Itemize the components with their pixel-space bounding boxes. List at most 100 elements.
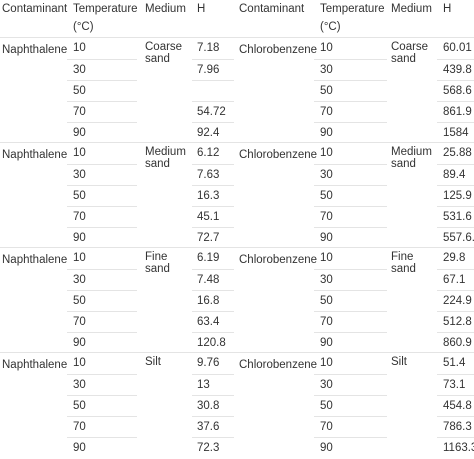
- temperature-cell: 90: [67, 227, 137, 249]
- header-medium-2: Medium: [391, 3, 432, 15]
- left-contaminant: Naphthalene: [2, 44, 68, 56]
- temperature-cell-2: 90: [314, 437, 387, 459]
- cell-value: 90: [320, 337, 333, 349]
- temperature-cell-2: 30: [314, 59, 387, 81]
- cell-value: 50: [320, 190, 333, 202]
- h-cell-2: 89.4: [437, 164, 474, 186]
- h-cell: 72.3: [192, 437, 234, 459]
- left-contaminant: Naphthalene: [2, 149, 68, 161]
- h-cell: 7.48: [192, 269, 234, 291]
- h-cell: [192, 80, 234, 102]
- cell-value: 512.8: [443, 316, 472, 328]
- cell-value: 30: [73, 379, 86, 391]
- h-cell: 9.76: [192, 353, 234, 374]
- temperature-cell: 90: [67, 332, 137, 354]
- cell-value: 6.12: [197, 147, 220, 159]
- right-medium-line-2: sand: [391, 158, 416, 170]
- left-medium-line-1: Medium: [145, 146, 186, 158]
- cell-value: 30: [320, 64, 333, 76]
- cell-value: 90: [320, 442, 333, 454]
- temperature-cell-2: 70: [314, 206, 387, 228]
- h-cell: 7.18: [192, 38, 234, 59]
- h-cell: 54.72: [192, 101, 234, 123]
- cell-value: 9.76: [197, 357, 220, 369]
- h-cell-2: 860.9: [437, 332, 474, 354]
- cell-value: 50: [320, 85, 333, 97]
- h-cell-2: 60.01: [437, 38, 474, 59]
- cell-value: 70: [320, 106, 333, 118]
- cell-value: 16.8: [197, 295, 220, 307]
- h-cell-2: 439.8: [437, 59, 474, 81]
- h-cell-2: 73.1: [437, 374, 474, 396]
- h-cell: 6.19: [192, 248, 234, 269]
- cell-value: 54.72: [197, 106, 226, 118]
- cell-value: 90: [73, 442, 86, 454]
- temperature-cell-2: 50: [314, 290, 387, 312]
- cell-value: 70: [320, 316, 333, 328]
- cell-value: 860.9: [443, 337, 472, 349]
- cell-value: 63.4: [197, 316, 220, 328]
- h-cell-2: 67.1: [437, 269, 474, 291]
- temperature-cell-2: 50: [314, 395, 387, 417]
- temperature-cell: 50: [67, 395, 137, 417]
- cell-value: 454.8: [443, 400, 472, 412]
- temperature-cell-2: 10: [314, 38, 387, 59]
- cell-value: 120.8: [197, 337, 226, 349]
- h-cell: 63.4: [192, 311, 234, 333]
- right-medium-line-2: sand: [391, 263, 416, 275]
- temperature-cell: 70: [67, 311, 137, 333]
- temperature-cell-2: 70: [314, 416, 387, 438]
- table-group: Naphthalene Silt Chlorobenzene Silt 10 9.76 10…: [0, 352, 474, 458]
- left-medium-line-2: sand: [145, 53, 170, 65]
- h-cell: 72.7: [192, 227, 234, 249]
- left-medium-line-2: sand: [145, 263, 170, 275]
- cell-value: 125.9: [443, 190, 472, 202]
- cell-value: 67.1: [443, 274, 466, 286]
- h-cell: 16.3: [192, 185, 234, 207]
- h-cell-2: 861.9: [437, 101, 474, 123]
- h-cell: 6.12: [192, 143, 234, 164]
- header-medium: Medium: [145, 3, 186, 15]
- cell-value: 50: [73, 400, 86, 412]
- cell-value: 10: [73, 357, 86, 369]
- header-h: H: [197, 3, 206, 15]
- cell-value: 70: [73, 211, 86, 223]
- cell-value: 90: [73, 337, 86, 349]
- temperature-cell-2: 50: [314, 80, 387, 102]
- left-contaminant: Naphthalene: [2, 254, 68, 266]
- cell-value: 25.88: [443, 147, 472, 159]
- cell-value: 10: [73, 42, 86, 54]
- cell-value: 70: [73, 106, 86, 118]
- temperature-cell-2: 30: [314, 269, 387, 291]
- temperature-cell-2: 90: [314, 332, 387, 354]
- h-cell: 7.96: [192, 59, 234, 81]
- cell-value: 10: [73, 252, 86, 264]
- temperature-cell: 30: [67, 374, 137, 396]
- temperature-cell: 70: [67, 101, 137, 123]
- h-cell-2: 454.8: [437, 395, 474, 417]
- temperature-cell-2: 30: [314, 374, 387, 396]
- header-temperature-unit: (°C): [73, 21, 94, 33]
- h-cell: 37.6: [192, 416, 234, 438]
- right-contaminant: Chlorobenzene: [239, 359, 318, 371]
- h-cell: 45.1: [192, 206, 234, 228]
- cell-value: 861.9: [443, 106, 472, 118]
- header-contaminant: Contaminant: [2, 3, 68, 15]
- cell-value: 50: [73, 295, 86, 307]
- right-contaminant: Chlorobenzene: [239, 254, 318, 266]
- cell-value: 6.19: [197, 252, 220, 264]
- cell-value: 50: [73, 85, 86, 97]
- cell-value: 557.6.: [443, 232, 474, 244]
- table-group: Naphthalene Fine sand Chlorobenzene Fine sand…: [0, 247, 474, 353]
- cell-value: 37.6: [197, 421, 220, 433]
- left-medium-line-1: Silt: [145, 356, 161, 368]
- cell-value: 70: [320, 211, 333, 223]
- cell-value: 50: [320, 295, 333, 307]
- header-temperature-unit-2: (°C): [320, 21, 341, 33]
- cell-value: 50: [320, 400, 333, 412]
- cell-value: 7.18: [197, 42, 220, 54]
- cell-value: 89.4: [443, 169, 466, 181]
- cell-value: 7.96: [197, 64, 220, 76]
- temperature-cell-2: 10: [314, 248, 387, 269]
- cell-value: 90: [73, 127, 86, 139]
